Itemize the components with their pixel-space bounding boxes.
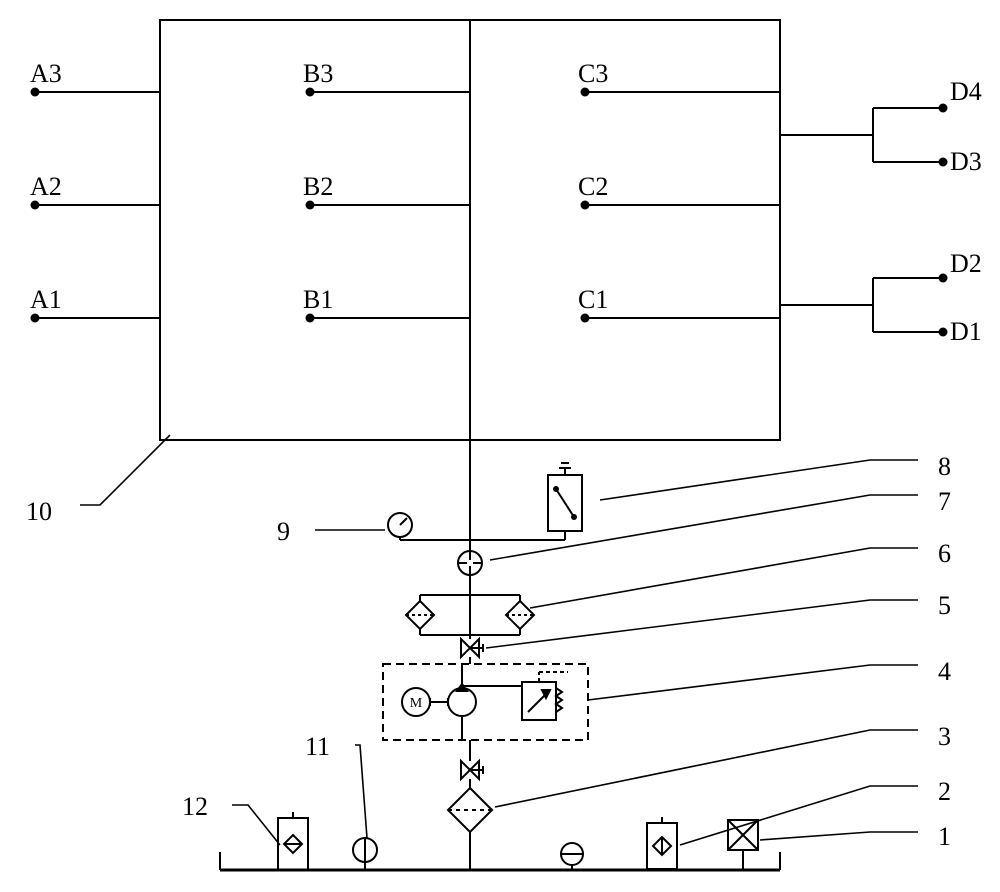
callout-number-6: 6 — [938, 539, 951, 568]
callout-number-12: 12 — [182, 792, 208, 821]
callout-number-10: 10 — [26, 497, 52, 526]
port-label-B2: B2 — [303, 172, 333, 201]
callout-leader-5 — [486, 600, 918, 648]
callout-number-5: 5 — [938, 591, 951, 620]
port-label-D1: D1 — [950, 317, 982, 346]
callout-leader-6 — [530, 548, 918, 608]
port-label-D3: D3 — [950, 147, 982, 176]
port-label-D4: D4 — [950, 77, 982, 106]
port-label-A2: A2 — [30, 172, 62, 201]
strainer-icon — [448, 788, 492, 832]
port-label-B1: B1 — [303, 285, 333, 314]
callout-leader-8 — [600, 460, 918, 500]
port-label-C2: C2 — [578, 172, 608, 201]
callout-number-4: 4 — [938, 657, 951, 686]
callout-leader-11 — [355, 745, 367, 838]
callout-number-7: 7 — [938, 487, 951, 516]
callout-number-11: 11 — [305, 732, 330, 761]
port-label-A3: A3 — [30, 59, 62, 88]
callout-leader-10 — [80, 435, 170, 505]
callout-number-3: 3 — [938, 722, 951, 751]
port-label-B3: B3 — [303, 59, 333, 88]
port-label-C1: C1 — [578, 285, 608, 314]
callout-number-2: 2 — [938, 777, 951, 806]
callout-leader-4 — [588, 665, 918, 700]
svg-text:M: M — [410, 696, 423, 711]
callout-number-8: 8 — [938, 452, 951, 481]
callout-number-1: 1 — [938, 822, 951, 851]
callout-number-9: 9 — [277, 517, 290, 546]
callout-leader-12 — [232, 805, 280, 845]
port-label-C3: C3 — [578, 59, 608, 88]
port-label-D2: D2 — [950, 249, 982, 278]
callout-leader-2 — [680, 786, 918, 845]
callout-leader-3 — [495, 730, 918, 807]
callout-leader-1 — [760, 832, 918, 840]
port-label-A1: A1 — [30, 285, 62, 314]
